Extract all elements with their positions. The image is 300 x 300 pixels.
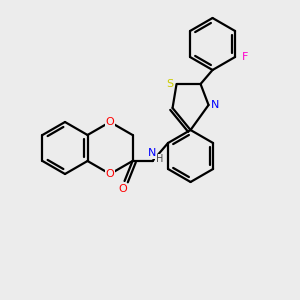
- Text: O: O: [106, 169, 114, 179]
- Text: S: S: [166, 79, 173, 89]
- Text: N: N: [148, 148, 157, 158]
- Text: H: H: [156, 154, 163, 164]
- Text: N: N: [212, 100, 220, 110]
- Text: F: F: [242, 52, 248, 62]
- Text: O: O: [118, 184, 127, 194]
- Text: O: O: [106, 117, 114, 127]
